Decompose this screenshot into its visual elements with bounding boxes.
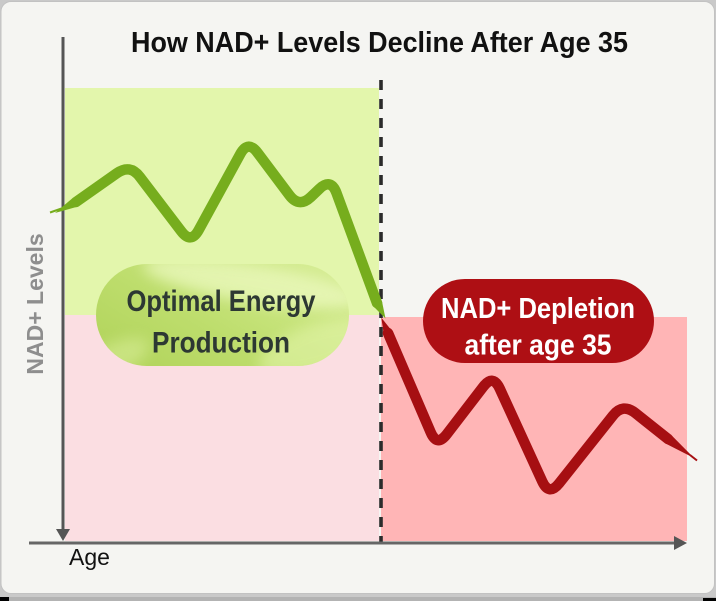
svg-text:Optimal Energy: Optimal Energy (127, 285, 316, 318)
svg-text:after age 35: after age 35 (465, 330, 612, 362)
svg-text:NAD+ Depletion: NAD+ Depletion (441, 293, 635, 325)
svg-text:How NAD+ Levels Decline After: How NAD+ Levels Decline After Age 35 (131, 27, 628, 59)
svg-text:NAD+ Levels: NAD+ Levels (22, 233, 48, 374)
svg-text:Production: Production (152, 327, 290, 360)
svg-text:Age: Age (69, 544, 110, 570)
